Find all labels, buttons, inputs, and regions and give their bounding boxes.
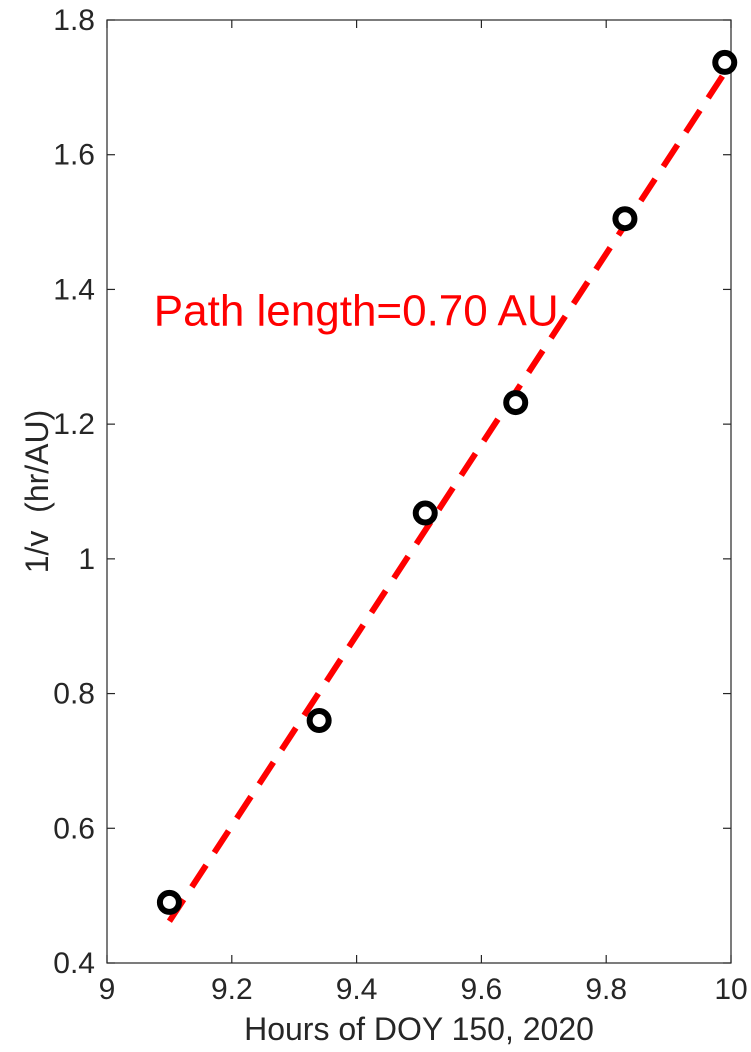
x-axis-label: Hours of DOY 150, 2020 [244, 1011, 594, 1047]
x-tick-label: 9.6 [461, 973, 503, 1006]
data-point [712, 49, 738, 75]
data-point [503, 390, 529, 416]
y-tick-label: 1.8 [53, 4, 95, 37]
fit-line [166, 70, 728, 923]
y-tick-label: 1.4 [53, 273, 95, 306]
fit-line-path [166, 70, 728, 923]
x-tick-label: 9.8 [585, 973, 627, 1006]
data-point [412, 500, 438, 526]
data-point [306, 708, 332, 734]
axes-frame [106, 19, 732, 964]
y-tick-label: 0.4 [53, 947, 95, 980]
x-tick-label: 9.2 [211, 973, 253, 1006]
x-tick-label: 10 [714, 973, 747, 1006]
path-length-annotation: Path length=0.70 AU [154, 287, 559, 336]
y-tick-label: 0.6 [53, 812, 95, 845]
data-point [156, 889, 182, 915]
y-tick-label: 1.2 [53, 408, 95, 441]
y-axis-label: 1/v (hr/AU) [19, 410, 55, 574]
y-tick-label: 1.6 [53, 139, 95, 172]
x-tick-labels: 9 9.2 9.4 9.6 9.8 10 [99, 973, 748, 1006]
x-tick-label: 9 [99, 973, 116, 1006]
y-tick-labels: 0.4 0.6 0.8 1 1.2 1.4 1.6 1.8 [53, 4, 95, 980]
x-tick-label: 9.4 [336, 973, 378, 1006]
data-points [156, 49, 738, 915]
y-tick-label: 0.8 [53, 678, 95, 711]
y-tick-label: 1 [78, 543, 95, 576]
ticks [106, 19, 732, 964]
plot-area [106, 19, 732, 964]
data-point [612, 206, 638, 232]
